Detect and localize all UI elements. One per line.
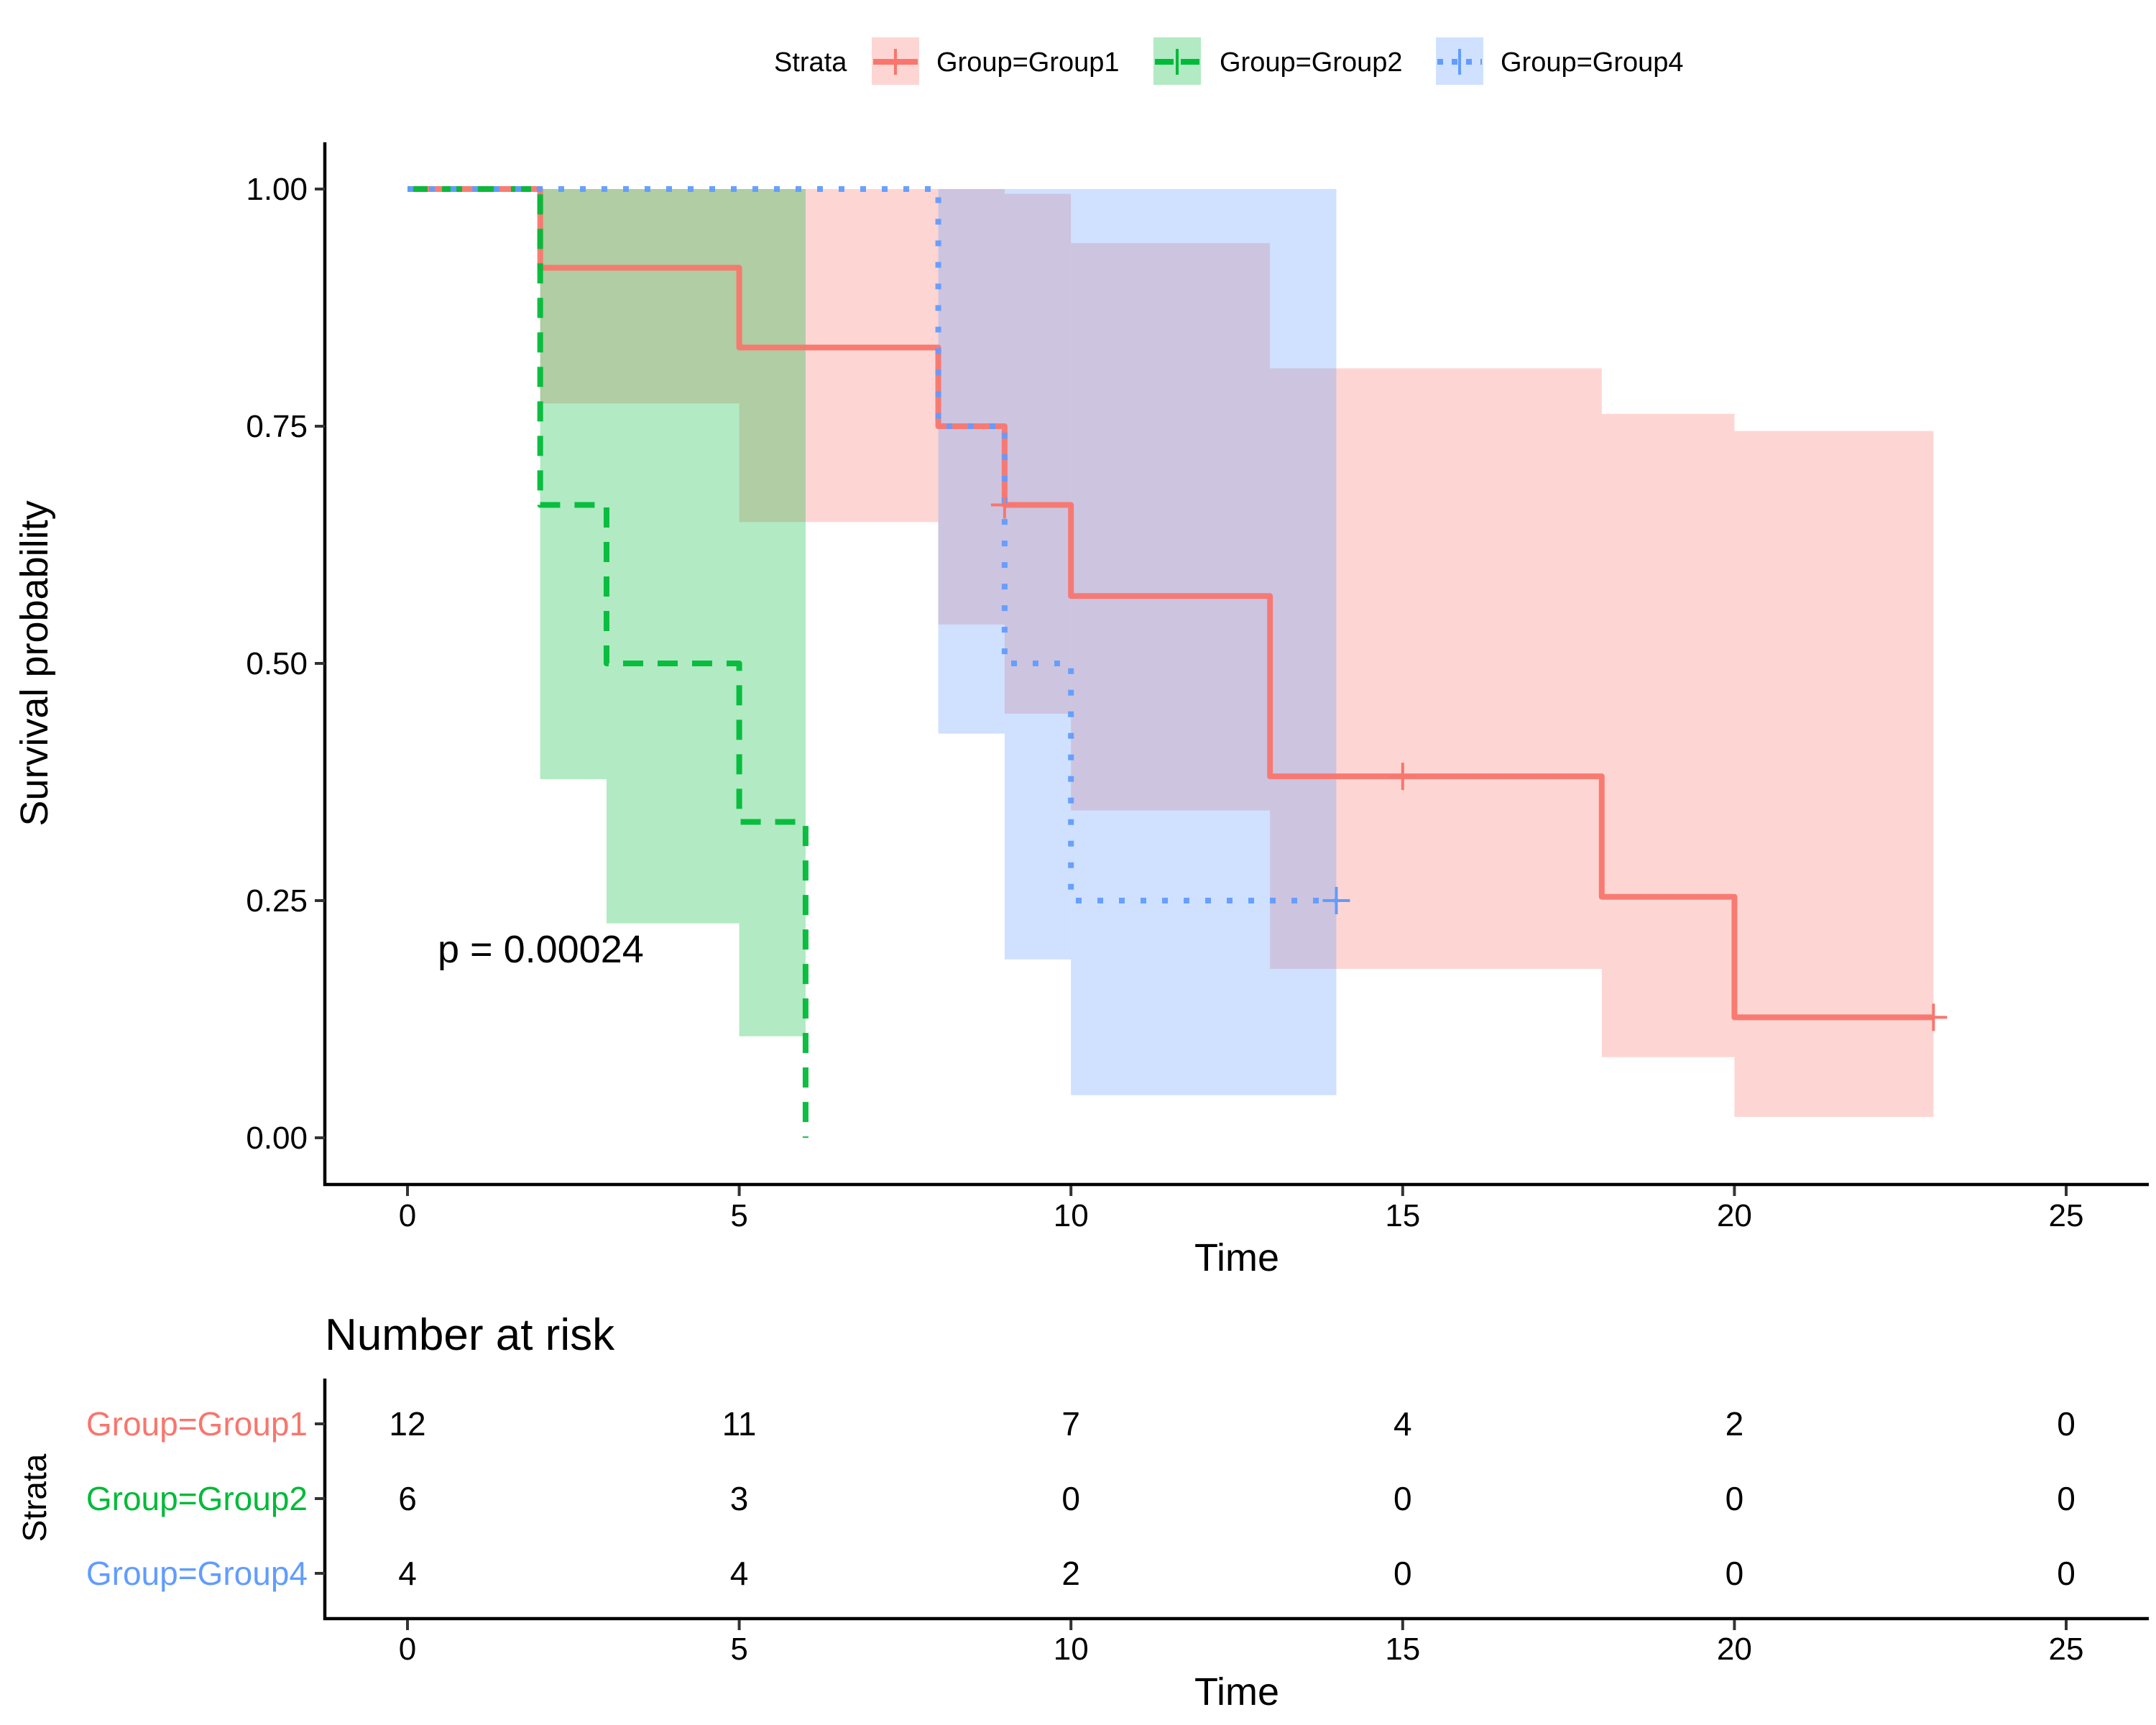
- x-tick-label: 10: [1054, 1198, 1089, 1233]
- ci-band-1: [1734, 431, 1934, 1117]
- risk-count: 0: [1393, 1555, 1412, 1592]
- risk-x-tick-label: 10: [1054, 1632, 1089, 1667]
- risk-count: 3: [730, 1480, 749, 1517]
- risk-x-axis-title: Time: [1194, 1670, 1279, 1714]
- legend-title: Strata: [774, 47, 847, 78]
- ci-band-1: [540, 189, 740, 404]
- ci-band-3: [1071, 189, 1337, 1095]
- risk-row-group1: Group=Group1 12 11 7 4 2 0: [86, 1405, 2076, 1443]
- x-tick-label: 20: [1717, 1198, 1752, 1233]
- x-tick-label: 25: [2049, 1198, 2084, 1233]
- risk-row-group2: Group=Group2 6 3 0 0 0 0: [86, 1480, 2076, 1517]
- p-value-annotation: p = 0.00024: [438, 928, 644, 971]
- y-tick-label: 0.25: [246, 883, 308, 919]
- risk-count: 0: [1726, 1480, 1744, 1517]
- risk-count: 4: [398, 1555, 417, 1592]
- risk-count: 0: [2057, 1480, 2076, 1517]
- risk-x-tick-label: 15: [1385, 1632, 1420, 1667]
- risk-x-tick-label: 20: [1717, 1632, 1752, 1667]
- ci-band-1: [1601, 413, 1735, 1057]
- ci-band-1: [938, 189, 1005, 625]
- ci-band-1: [1004, 193, 1072, 714]
- legend-item-group1: Group=Group1: [872, 37, 1120, 85]
- x-tick-label: 0: [399, 1198, 416, 1233]
- risk-count: 12: [389, 1405, 425, 1443]
- ci-band-2: [606, 189, 740, 924]
- risk-count: 2: [1061, 1555, 1080, 1592]
- censor-mark: [1322, 887, 1350, 914]
- risk-count: 0: [1393, 1480, 1412, 1517]
- risk-count: 11: [722, 1405, 757, 1443]
- legend: Strata Group=Group1 Group=Group2 Group=Gro…: [774, 37, 1684, 85]
- risk-x-tick-label: 5: [730, 1632, 747, 1667]
- survival-curve-group2: [407, 186, 808, 1138]
- survival-curves: [407, 186, 1934, 1138]
- risk-count: 4: [730, 1555, 749, 1592]
- risk-table-title: Number at risk: [325, 1310, 615, 1360]
- risk-count: 2: [1726, 1405, 1744, 1443]
- censor-mark: [1920, 1003, 1948, 1031]
- ci-band-1: [1071, 243, 1271, 811]
- survival-curve-group4: [407, 186, 1337, 903]
- ci-band-1: [1270, 368, 1602, 970]
- risk-row-label: Group=Group1: [86, 1405, 308, 1443]
- risk-count: 0: [1061, 1480, 1080, 1517]
- y-tick-label: 0.75: [246, 409, 308, 444]
- legend-label: Group=Group1: [936, 47, 1120, 78]
- legend-item-group4: Group=Group4: [1436, 37, 1684, 85]
- ci-band-1: [739, 189, 939, 523]
- censor-mark: [990, 491, 1018, 519]
- risk-table: Number at risk Group=Group1 12 11 7 4 2 0Group…: [16, 1310, 2149, 1714]
- censor-marks: [990, 491, 1948, 1031]
- risk-count: 6: [398, 1480, 417, 1517]
- risk-count: 0: [2057, 1405, 2076, 1443]
- risk-count: 0: [1726, 1555, 1744, 1592]
- ci-band-3: [938, 189, 1005, 734]
- x-tick-label: 15: [1385, 1198, 1420, 1233]
- risk-row-group4: Group=Group4 4 4 2 0 0 0: [86, 1555, 2076, 1592]
- legend-item-group2: Group=Group2: [1153, 37, 1403, 85]
- legend-label: Group=Group4: [1501, 47, 1684, 78]
- risk-row-label: Group=Group2: [86, 1480, 308, 1517]
- y-axis-title: Survival probability: [13, 500, 56, 826]
- confidence-bands: [540, 189, 1934, 1117]
- y-axis-ticks: 0.00 0.25 0.50 0.75 1.00: [246, 172, 325, 1156]
- legend-label: Group=Group2: [1220, 47, 1403, 78]
- risk-count: 0: [2057, 1555, 2076, 1592]
- survival-curve-group1: [407, 186, 1934, 1021]
- risk-x-tick-label: 0: [399, 1632, 416, 1667]
- y-tick-label: 0.50: [246, 646, 308, 681]
- ci-band-2: [739, 189, 806, 1036]
- risk-x-tick-label: 25: [2049, 1632, 2084, 1667]
- risk-y-axis-title: Strata: [16, 1453, 53, 1542]
- ci-band-2: [540, 189, 607, 780]
- risk-count: 4: [1393, 1405, 1412, 1443]
- x-tick-label: 5: [730, 1198, 747, 1233]
- survival-plot: 0.00 0.25 0.50 0.75 1.00 0 5 10 15 20 25 Survival…: [13, 142, 2149, 1279]
- risk-x-axis-ticks: 0 5 10 15 20 25: [399, 1620, 2084, 1667]
- censor-mark: [1388, 763, 1416, 791]
- ci-band-3: [1004, 189, 1072, 960]
- y-tick-label: 1.00: [246, 172, 308, 207]
- x-axis-title: Time: [1194, 1236, 1279, 1279]
- risk-row-label: Group=Group4: [86, 1555, 308, 1592]
- x-axis-ticks: 0 5 10 15 20 25: [399, 1186, 2084, 1233]
- risk-count: 7: [1061, 1405, 1080, 1443]
- y-tick-label: 0.00: [246, 1121, 308, 1156]
